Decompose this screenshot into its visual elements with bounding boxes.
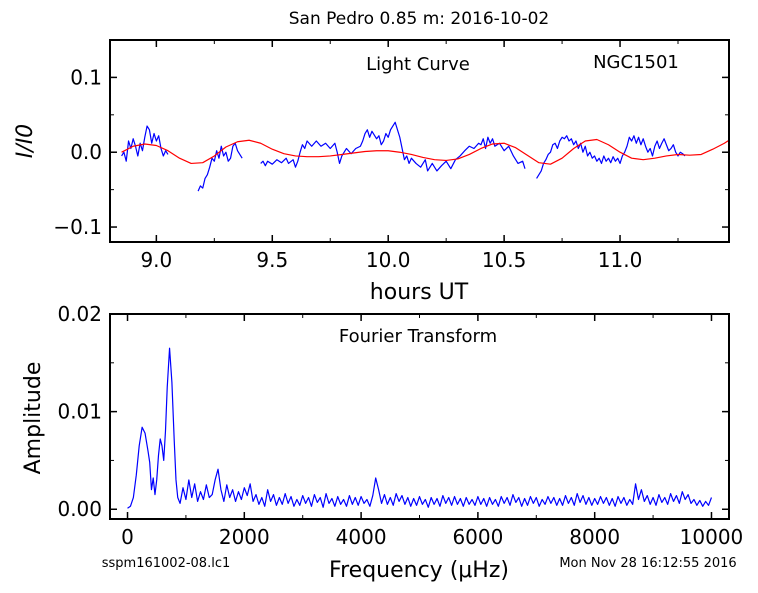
light-curve-xtick-label: 9.5 xyxy=(256,248,288,272)
fourier-data-layer xyxy=(127,347,713,509)
light-curve-ytick-label: 0.0 xyxy=(70,140,102,164)
light-curve-annotation: Light Curve xyxy=(366,54,470,75)
light-curve-xtick-label: 10.0 xyxy=(366,248,411,272)
light-curve-frame xyxy=(109,39,730,243)
fourier-ylabel: Amplitude xyxy=(21,362,46,475)
footer-filename: sspm161002-08.lc1 xyxy=(102,556,230,571)
light-curve-ytick-label: 0.1 xyxy=(70,65,102,89)
fourier-xtick-label: 6000 xyxy=(452,525,503,549)
fourier-xtick-label: 0 xyxy=(121,525,134,549)
light-curve-series-0-segment-1 xyxy=(197,142,243,192)
light-curve-xlabel: hours UT xyxy=(370,280,469,305)
figure-title: San Pedro 0.85 m: 2016-10-02 xyxy=(289,9,549,29)
object-label: NGC1501 xyxy=(593,52,679,73)
light-curve-series-0-segment-3 xyxy=(536,135,686,179)
light-curve-data-layer xyxy=(121,121,729,192)
fourier-xlabel: Frequency (μHz) xyxy=(329,558,509,583)
fourier-ytick-label: 0.02 xyxy=(57,302,102,326)
fourier-ytick-label: 0.00 xyxy=(57,497,102,521)
fourier-series-0-segment-0 xyxy=(127,347,713,509)
light-curve-xtick-label: 9.0 xyxy=(140,248,172,272)
light-curve-ytick-label: −0.1 xyxy=(53,215,102,239)
fourier-ytick-label: 0.01 xyxy=(57,400,102,424)
fourier-xtick-label: 2000 xyxy=(219,525,270,549)
light-curve-ylabel: I/I0 xyxy=(13,124,38,158)
light-curve-series-0-segment-2 xyxy=(260,121,526,172)
fourier-frame xyxy=(109,313,730,520)
fourier-xtick-label: 10000 xyxy=(680,525,744,549)
fourier-panel: 0 2000 4000 6000 8000 10000 0.02 0.01 0.00 Fouri… xyxy=(21,302,743,583)
light-curve-xtick-label: 11.0 xyxy=(598,248,643,272)
footer-timestamp: Mon Nov 28 16:12:55 2016 xyxy=(559,556,736,571)
light-curve-panel: 9.0 9.5 10.0 10.5 11.0 0.1 0.0 −0.1 Light Curve… xyxy=(13,39,730,305)
fourier-xtick-label: 4000 xyxy=(336,525,387,549)
light-curve-series-1-segment-0 xyxy=(121,138,729,165)
fourier-ticks: 0 2000 4000 6000 8000 10000 0.02 0.01 0.00 xyxy=(57,302,743,549)
fourier-xtick-label: 8000 xyxy=(569,525,620,549)
fourier-annotation: Fourier Transform xyxy=(339,326,497,347)
light-curve-series-0-segment-0 xyxy=(121,125,169,162)
light-curve-ticks: 9.0 9.5 10.0 10.5 11.0 0.1 0.0 −0.1 xyxy=(53,39,729,272)
light-curve-xtick-label: 10.5 xyxy=(482,248,527,272)
